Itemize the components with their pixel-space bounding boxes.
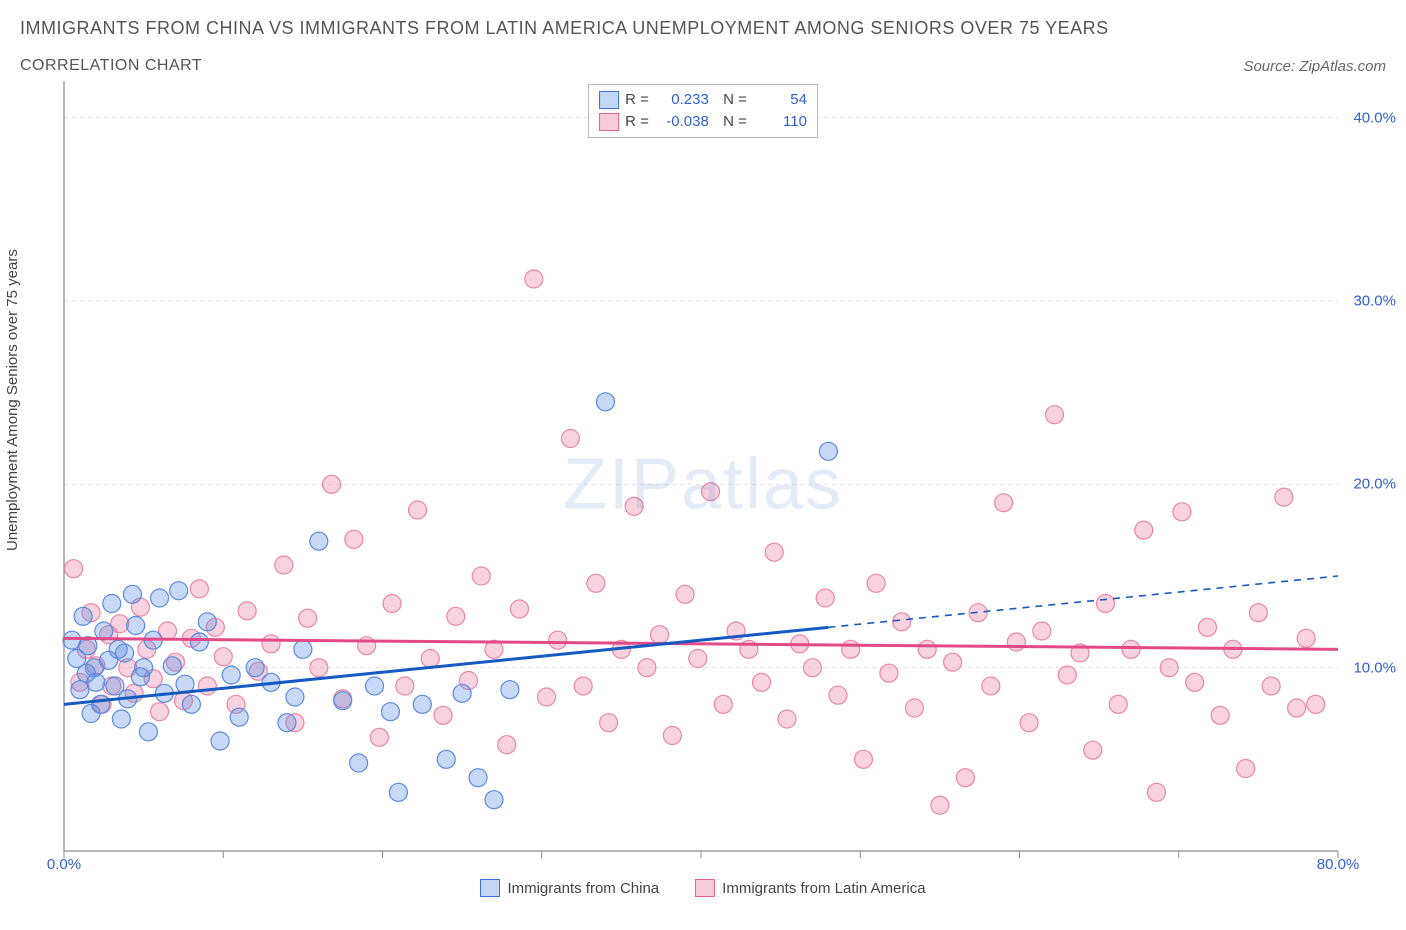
chart-title: IMMIGRANTS FROM CHINA VS IMMIGRANTS FROM… [20, 18, 1386, 39]
swatch-icon [480, 879, 500, 897]
stats-row-china: R = 0.233 N = 54 [599, 89, 807, 111]
stat-n-label: N = [715, 89, 747, 111]
chart-svg [0, 81, 1406, 901]
stat-n-value: 54 [753, 89, 807, 111]
swatch-icon [695, 879, 715, 897]
stat-r-label: R = [625, 111, 649, 133]
legend-label: Immigrants from China [507, 880, 659, 897]
stat-n-label: N = [715, 111, 747, 133]
swatch-icon [599, 91, 619, 109]
y-tick-label: 20.0% [1353, 476, 1396, 493]
stats-row-latin: R = -0.038 N = 110 [599, 111, 807, 133]
y-tick-label: 10.0% [1353, 659, 1396, 676]
swatch-icon [599, 113, 619, 131]
legend-label: Immigrants from Latin America [722, 880, 925, 897]
correlation-chart: ZIPatlas Unemployment Among Seniors over… [0, 81, 1406, 901]
x-tick-label: 0.0% [47, 856, 81, 873]
y-tick-label: 40.0% [1353, 109, 1396, 126]
x-tick-label: 80.0% [1317, 856, 1360, 873]
bottom-legend: Immigrants from China Immigrants from La… [0, 879, 1406, 897]
y-tick-label: 30.0% [1353, 293, 1396, 310]
stats-box: R = 0.233 N = 54 R = -0.038 N = 110 [588, 84, 818, 138]
legend-item-china: Immigrants from China [480, 879, 659, 897]
stat-r-value: 0.233 [655, 89, 709, 111]
stat-r-label: R = [625, 89, 649, 111]
stat-n-value: 110 [753, 111, 807, 133]
stat-r-value: -0.038 [655, 111, 709, 133]
chart-subtitle: CORRELATION CHART [20, 57, 202, 75]
y-axis-label: Unemployment Among Seniors over 75 years [4, 249, 21, 551]
legend-item-latin: Immigrants from Latin America [695, 879, 925, 897]
chart-source: Source: ZipAtlas.com [1243, 58, 1386, 75]
